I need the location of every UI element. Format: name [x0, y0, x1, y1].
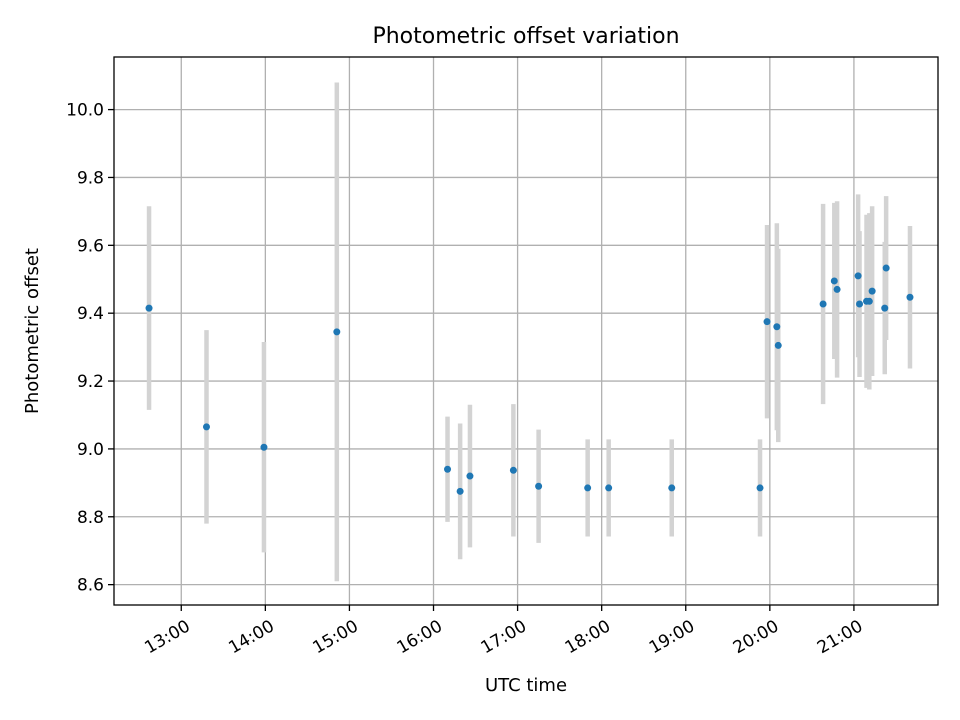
- y-tick-label: 10.0: [66, 101, 104, 121]
- data-points: [145, 264, 914, 495]
- grid: [114, 57, 938, 605]
- y-axis-label: Photometric offset: [22, 248, 43, 414]
- x-tick-label: 21:00: [814, 616, 866, 658]
- data-point: [854, 272, 862, 280]
- data-point: [773, 323, 781, 331]
- chart-title: Photometric offset variation: [372, 24, 679, 49]
- data-point: [906, 293, 914, 301]
- data-point: [456, 487, 464, 495]
- data-point: [260, 443, 268, 451]
- x-tick-label: 13:00: [141, 616, 193, 658]
- data-point: [584, 484, 592, 492]
- x-axis-label: UTC time: [485, 675, 567, 696]
- data-point: [856, 300, 864, 308]
- ticks: 13:00 14:00 15:00 16:00 17:00 18:00 19:00 20:00…: [66, 101, 866, 659]
- x-tick-label: 14:00: [225, 616, 277, 658]
- data-point: [882, 264, 890, 272]
- y-tick-label: 8.8: [77, 508, 104, 528]
- data-point: [509, 466, 517, 474]
- data-point: [763, 318, 771, 326]
- data-point: [774, 341, 782, 349]
- x-tick-label: 17:00: [478, 616, 530, 658]
- data-point: [466, 472, 474, 480]
- data-point: [865, 297, 873, 305]
- data-point: [333, 328, 341, 336]
- y-tick-label: 9.0: [77, 440, 104, 460]
- y-tick-label: 9.8: [77, 168, 104, 188]
- data-point: [756, 484, 764, 492]
- data-point: [881, 304, 889, 312]
- data-point: [145, 304, 153, 312]
- data-point: [668, 484, 676, 492]
- y-tick-label: 9.6: [77, 236, 104, 256]
- x-tick-label: 16:00: [394, 616, 446, 658]
- data-point: [833, 285, 841, 293]
- y-tick-label: 8.6: [77, 576, 104, 596]
- data-point: [202, 423, 210, 431]
- data-point: [830, 277, 838, 285]
- data-point: [605, 484, 613, 492]
- data-point: [444, 465, 452, 473]
- x-tick-label: 20:00: [730, 616, 782, 658]
- error-bars: [146, 82, 913, 582]
- y-tick-label: 9.2: [77, 372, 104, 392]
- y-tick-label: 9.4: [77, 304, 104, 324]
- plot-frame: [113, 56, 939, 606]
- data-point: [868, 287, 876, 295]
- x-tick-label: 18:00: [562, 616, 614, 658]
- data-point: [535, 482, 543, 490]
- x-tick-label: 19:00: [646, 616, 698, 658]
- x-tick-label: 15:00: [309, 616, 361, 658]
- data-point: [819, 300, 827, 308]
